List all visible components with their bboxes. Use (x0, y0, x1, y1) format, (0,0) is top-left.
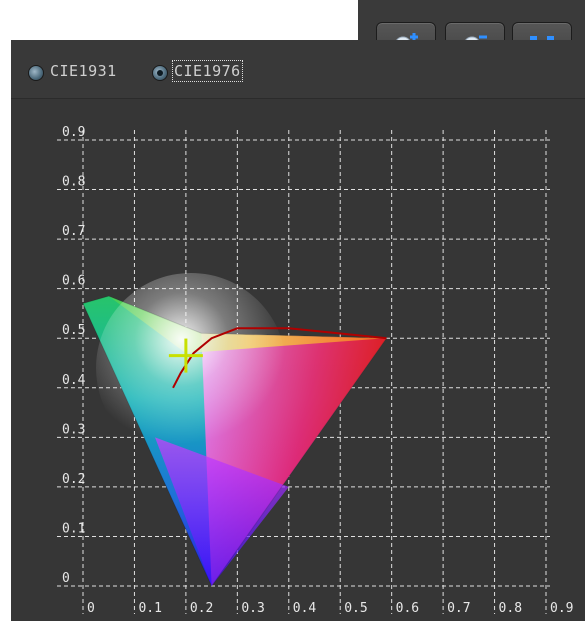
y-tick-label: 0.5 (62, 323, 85, 338)
x-tick-label: 0 (87, 601, 95, 616)
cie1976-label[interactable]: CIE1976 (172, 60, 243, 82)
x-tick-label: 0.9 (550, 601, 573, 616)
y-tick-label: 0.2 (62, 472, 85, 487)
y-tick-label: 0.8 (62, 175, 85, 190)
y-tick-label: 0.6 (62, 274, 85, 289)
gamut-white-core (96, 272, 287, 463)
chromaticity-panel: CIE1931 CIE1976 (11, 40, 585, 621)
x-tick-label: 0.1 (138, 601, 161, 616)
y-tick-label: 0.7 (62, 224, 85, 239)
x-tick-label: 0.7 (447, 601, 470, 616)
x-tick-label: 0.4 (293, 601, 317, 616)
planckian-locus-line (172, 327, 387, 389)
planckian-locus (172, 327, 387, 389)
x-tick-label: 0.8 (499, 601, 522, 616)
y-tick-label: 0 (62, 571, 70, 586)
x-tick-label: 0.5 (344, 601, 367, 616)
tick-labels: 0 0.1 0.2 0.3 0.4 0.5 0.6 0.7 0.8 0.9 0 0.1 0.2 0.3 0.… (62, 125, 573, 616)
y-tick-label: 0.9 (62, 125, 85, 140)
chromaticity-diagram[interactable]: 0 0.1 0.2 0.3 0.4 0.5 0.6 0.7 0.8 0.9 0 0.1 0.2 0.3 0.… (11, 40, 585, 621)
x-tick-label: 0.2 (190, 601, 213, 616)
y-tick-label: 0.3 (62, 422, 85, 437)
x-tick-label: 0.6 (396, 601, 419, 616)
gamut-outline (82, 295, 388, 588)
white-point-marker (168, 338, 203, 373)
gamut-violet-region (155, 437, 289, 586)
cie1931-label[interactable]: CIE1931 (50, 62, 117, 80)
color-space-selector: CIE1931 CIE1976 (11, 40, 585, 99)
y-tick-label: 0.4 (62, 373, 86, 388)
x-tick-label: 0.3 (241, 601, 264, 616)
gamut-area (82, 272, 388, 588)
cie1931-radio[interactable] (28, 65, 44, 81)
y-tick-label: 0.1 (62, 521, 85, 536)
cie1976-radio[interactable] (152, 65, 168, 81)
